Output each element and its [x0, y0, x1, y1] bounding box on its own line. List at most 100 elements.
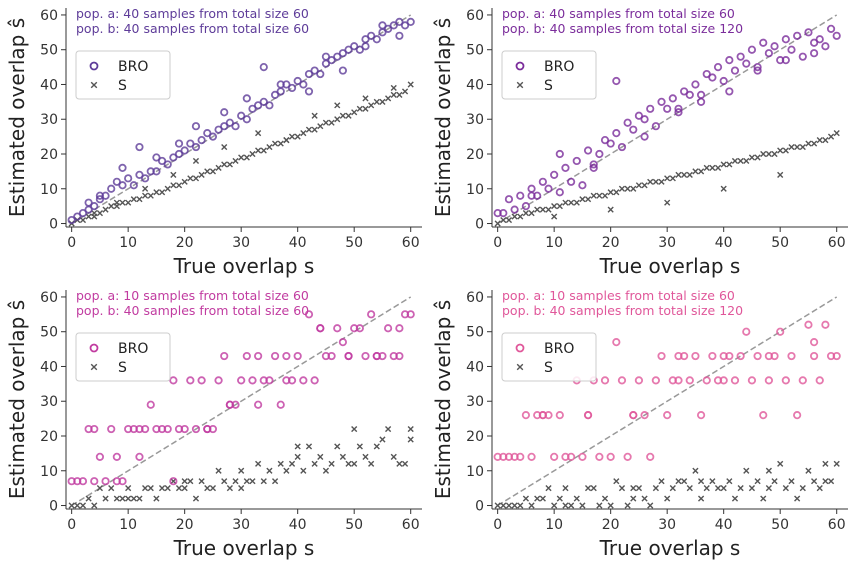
bro-point — [674, 108, 683, 117]
bro-point — [67, 215, 76, 225]
bro-point — [719, 351, 728, 361]
bro-point — [254, 351, 263, 361]
bro-point — [310, 376, 319, 385]
s-point — [630, 185, 637, 192]
diagonal-reference-line — [497, 14, 838, 225]
bro-point — [395, 31, 404, 40]
y-tick-label: 40 — [40, 359, 58, 375]
s-point — [562, 485, 569, 492]
legend-s-label: S — [544, 360, 553, 376]
s-point — [79, 502, 87, 509]
x-tick-label: 60 — [828, 517, 846, 533]
s-point — [511, 502, 518, 509]
y-axis-label: Estimated overlap ŝ — [431, 300, 455, 499]
y-tick-label: 30 — [40, 112, 58, 128]
s-point — [260, 147, 267, 154]
y-tick-label: 10 — [466, 464, 484, 480]
s-point — [805, 140, 812, 147]
s-point — [613, 478, 620, 485]
legend-bro-label: BRO — [118, 59, 148, 75]
bro-point — [742, 327, 751, 336]
s-point — [658, 178, 665, 185]
bro-point — [742, 59, 751, 68]
legend-bro-label: BRO — [544, 341, 574, 357]
s-point — [624, 502, 631, 509]
bro-point — [367, 310, 376, 319]
s-point — [760, 150, 767, 158]
annotation-line-2: pop. b: 40 samples from total size 60 — [76, 21, 309, 36]
bro-point — [600, 135, 610, 145]
bro-point — [561, 163, 570, 173]
s-point — [271, 478, 279, 485]
bro-point — [521, 202, 531, 211]
bro-point — [606, 452, 615, 461]
bro-point — [640, 411, 649, 420]
bro-point — [186, 376, 195, 385]
s-point — [305, 443, 313, 450]
bro-point — [112, 177, 121, 186]
bro-point — [254, 400, 263, 409]
s-point — [192, 157, 200, 165]
s-point — [187, 478, 194, 485]
s-point — [607, 502, 614, 509]
s-point — [142, 185, 149, 192]
y-tick-label: 60 — [466, 290, 484, 306]
y-tick-label: 50 — [40, 43, 58, 59]
s-point — [79, 216, 87, 224]
bro-point — [220, 351, 229, 361]
s-point — [215, 164, 222, 171]
y-tick-label: 20 — [40, 429, 58, 445]
bro-point — [95, 191, 105, 200]
bro-point — [406, 310, 415, 319]
s-point — [334, 443, 341, 450]
s-point — [288, 133, 296, 140]
s-point — [209, 485, 217, 492]
bro-point — [787, 351, 796, 361]
s-point — [618, 485, 626, 492]
s-point — [255, 460, 262, 467]
s-point — [407, 436, 414, 443]
s-point — [579, 196, 586, 203]
s-point — [147, 485, 154, 492]
bro-point — [510, 205, 519, 214]
s-point — [351, 109, 358, 116]
bro-point — [719, 76, 728, 86]
bro-point — [169, 153, 178, 162]
y-tick-label: 30 — [466, 394, 484, 410]
s-point — [681, 171, 688, 178]
legend-s-marker — [90, 363, 98, 371]
y-tick-label: 0 — [49, 217, 58, 233]
bro-point — [793, 411, 802, 420]
x-tick-label: 60 — [828, 235, 846, 251]
bro-point — [299, 376, 308, 385]
bro-point — [146, 400, 155, 409]
bro-point — [361, 42, 370, 51]
s-point — [373, 98, 380, 105]
bro-point — [265, 376, 274, 385]
bro-point — [248, 104, 257, 113]
s-point — [175, 485, 183, 492]
s-point — [754, 478, 761, 485]
bro-point — [157, 156, 167, 166]
y-tick-label: 50 — [466, 43, 484, 59]
s-point — [198, 478, 205, 485]
bro-point — [395, 324, 404, 333]
s-point — [568, 502, 575, 509]
s-point — [209, 168, 217, 175]
s-point — [794, 143, 801, 151]
s-point — [686, 485, 693, 492]
diagonal-reference-line — [71, 296, 412, 507]
bro-point — [242, 351, 251, 361]
bro-point — [180, 424, 189, 434]
bro-point — [197, 376, 206, 385]
bro-point — [595, 149, 604, 159]
y-tick-label: 50 — [40, 325, 58, 341]
s-point — [334, 102, 341, 109]
s-point — [811, 478, 818, 485]
bro-point — [406, 17, 415, 27]
s-point — [822, 478, 829, 485]
bro-point — [225, 118, 234, 127]
s-point — [283, 467, 290, 474]
x-tick-label: 10 — [119, 235, 137, 251]
